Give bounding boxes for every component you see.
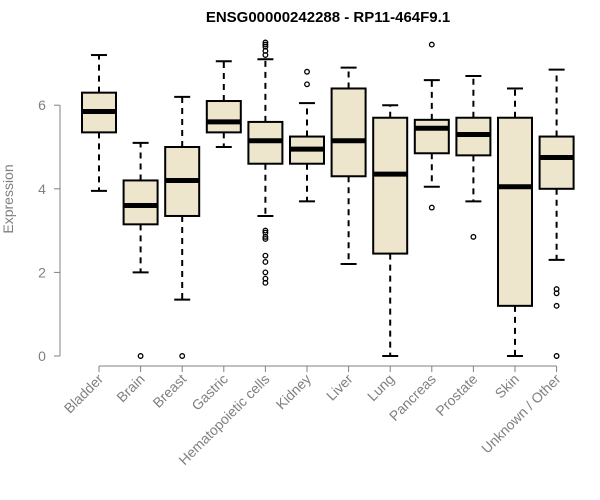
box-unknown-other <box>538 68 575 359</box>
iqr-box <box>205 100 242 134</box>
box-prostate <box>455 74 492 240</box>
box-breast <box>164 95 201 359</box>
x-tick-label: Liver <box>323 371 356 404</box>
y-tick-label-6: 6 <box>38 97 46 113</box>
y-tick-label-2: 2 <box>38 264 46 280</box>
outlier-point <box>553 353 560 359</box>
outlier-point <box>262 279 269 286</box>
box-skin <box>497 87 533 357</box>
iqr-box <box>122 179 159 226</box>
x-tick-label: Bladder <box>61 371 107 417</box>
x-axis <box>98 365 558 372</box>
outlier-point <box>262 269 269 276</box>
outlier-point <box>553 302 560 309</box>
x-tick-label: Kidney <box>273 371 315 413</box>
box-brain <box>122 141 159 359</box>
x-tick-label: Skin <box>492 371 523 402</box>
box-pancreas <box>413 41 450 211</box>
box-gastric <box>205 60 242 148</box>
chart-title: ENSG00000242288 - RP11-464F9.1 <box>206 9 450 26</box>
box-hematopoietic-cells <box>247 39 284 286</box>
outlier-point <box>304 68 310 75</box>
y-tick-label-4: 4 <box>38 181 46 197</box>
outlier-point <box>553 290 560 297</box>
outlier-point <box>262 236 269 242</box>
box-bladder <box>81 54 117 192</box>
outlier-point <box>470 233 477 240</box>
iqr-box <box>372 116 409 255</box>
outlier-point <box>137 353 144 359</box>
outlier-point <box>262 39 269 46</box>
outlier-point <box>262 233 269 240</box>
outlier-point <box>262 41 269 48</box>
x-tick-label: Brain <box>113 371 147 405</box>
iqr-box <box>497 116 533 307</box>
y-axis: 0 2 4 6 <box>38 97 61 364</box>
outlier-point <box>179 353 186 359</box>
box-group <box>81 39 575 359</box>
box-lung <box>372 104 409 357</box>
outlier-point <box>428 41 435 48</box>
box-kidney <box>289 68 325 203</box>
y-tick-label-0: 0 <box>38 348 46 364</box>
iqr-box <box>413 118 450 155</box>
x-tick-label: Lung <box>364 371 397 404</box>
outlier-point <box>428 204 435 211</box>
iqr-box <box>330 87 367 178</box>
x-tick-label: Unknown / Other <box>478 371 564 457</box>
x-tick-label: Breast <box>149 371 189 411</box>
iqr-box <box>538 135 575 190</box>
x-tick-label: Prostate <box>432 371 480 419</box>
outlier-point <box>262 227 269 234</box>
box-liver <box>330 66 367 266</box>
y-axis-label: Expression <box>0 164 16 233</box>
outlier-point <box>262 259 269 265</box>
outlier-point <box>262 252 269 259</box>
outlier-point <box>304 81 310 88</box>
